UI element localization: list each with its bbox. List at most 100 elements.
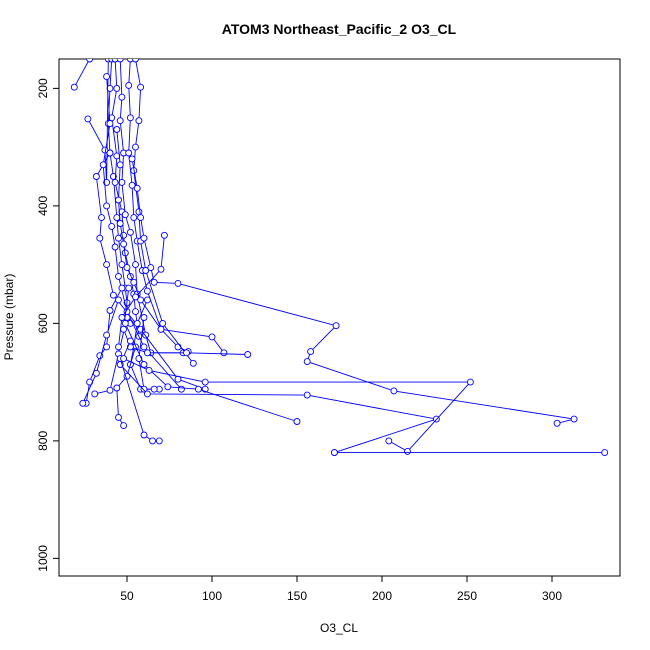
data-point: [113, 84, 121, 92]
data-point: [143, 296, 151, 304]
series-20: [116, 337, 440, 457]
data-point: [466, 378, 474, 386]
data-point: [201, 378, 209, 386]
data-point: [115, 196, 122, 204]
data-point: [92, 173, 100, 180]
data-point: [113, 214, 121, 222]
series-0: [70, 59, 94, 91]
data-point: [160, 231, 168, 239]
x-tick-label: 100: [202, 589, 222, 603]
data-point: [125, 149, 133, 157]
data-point: [130, 278, 138, 286]
data-point: [135, 208, 143, 216]
data-point: [121, 211, 129, 219]
data-point: [194, 385, 202, 393]
data-point: [120, 240, 128, 248]
data-point: [132, 308, 139, 316]
series-4: [116, 59, 187, 357]
data-point: [125, 81, 133, 89]
data-point: [126, 59, 134, 63]
data-point: [142, 267, 150, 274]
series-line: [138, 317, 155, 390]
series-12: [79, 296, 122, 407]
y-tick-label: 400: [36, 196, 50, 216]
data-point: [307, 348, 315, 356]
data-point: [143, 349, 151, 357]
data-point: [159, 319, 167, 327]
series-7: [92, 149, 209, 393]
data-point: [126, 337, 134, 345]
series-21: [116, 355, 163, 445]
data-point: [133, 184, 141, 192]
data-point: [128, 181, 136, 189]
series-line: [85, 287, 123, 404]
data-point: [208, 333, 216, 341]
data-point: [330, 449, 338, 457]
x-tick-label: 200: [372, 589, 392, 603]
data-point: [157, 265, 165, 273]
data-point: [103, 261, 111, 269]
data-point: [106, 307, 114, 314]
data-point: [111, 59, 119, 63]
data-point: [118, 284, 126, 292]
series-13: [91, 314, 131, 398]
data-point: [103, 331, 111, 339]
y-axis: 200 400 600 800 1000: [36, 78, 59, 572]
data-point: [130, 214, 138, 222]
y-tick-label: 600: [36, 313, 50, 333]
data-point: [115, 234, 122, 242]
series-16: [113, 343, 139, 430]
data-point: [103, 343, 111, 351]
data-point: [404, 447, 411, 455]
data-point: [120, 422, 128, 430]
data-point: [140, 431, 148, 439]
series-9: [113, 126, 228, 357]
data-point: [118, 93, 126, 101]
data-point: [143, 287, 151, 295]
data-point: [118, 314, 126, 321]
data-point: [140, 343, 148, 351]
data-point: [106, 149, 114, 157]
data-point: [147, 264, 155, 272]
data-point: [98, 214, 105, 222]
data-point: [140, 314, 148, 321]
x-tick-label: 250: [457, 589, 477, 603]
data-point: [183, 349, 190, 357]
data-point: [126, 228, 134, 236]
data-point: [132, 293, 139, 301]
data-point: [120, 355, 128, 363]
data-point: [79, 399, 87, 407]
data-point: [128, 155, 136, 163]
data-point: [113, 384, 121, 392]
data-point: [70, 83, 78, 91]
data-point: [332, 322, 340, 330]
data-point: [115, 343, 122, 351]
y-tick-label: 1000: [36, 545, 50, 572]
data-point: [149, 437, 156, 445]
plot-frame: [58, 58, 621, 577]
data-point: [189, 359, 197, 367]
data-point: [303, 391, 311, 399]
data-point: [132, 143, 139, 151]
data-point: [103, 202, 111, 210]
data-point: [390, 387, 398, 395]
data-point: [116, 220, 124, 227]
data-point: [115, 413, 122, 421]
series-line: [123, 358, 472, 452]
data-point: [143, 390, 151, 398]
data-point: [118, 261, 126, 269]
data-point: [553, 419, 561, 427]
data-point: [106, 120, 114, 128]
series-layer: [70, 59, 609, 457]
series-17: [115, 231, 168, 351]
data-point: [91, 390, 99, 398]
y-tick-label: 200: [36, 78, 50, 98]
data-point: [115, 296, 122, 304]
data-point: [86, 59, 94, 63]
data-point: [570, 415, 578, 423]
data-point: [111, 178, 119, 186]
data-point: [132, 59, 139, 63]
data-point: [115, 272, 122, 280]
data-point: [109, 291, 117, 299]
